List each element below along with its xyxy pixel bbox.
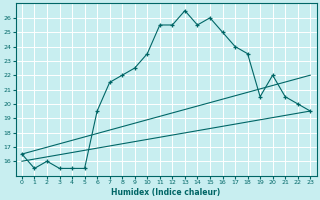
X-axis label: Humidex (Indice chaleur): Humidex (Indice chaleur) xyxy=(111,188,221,197)
